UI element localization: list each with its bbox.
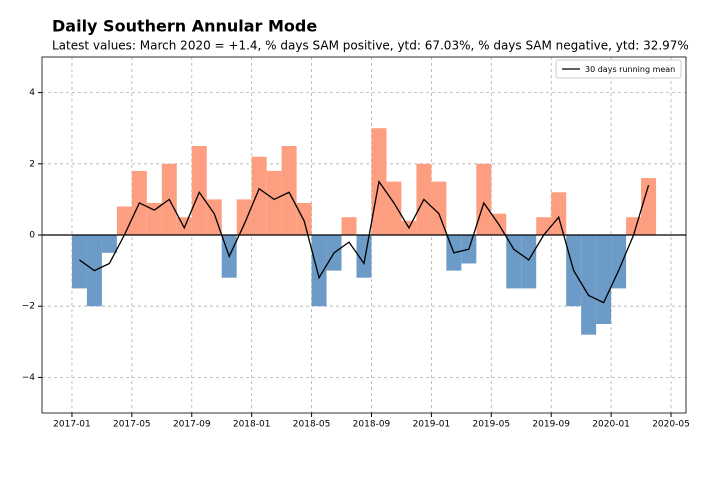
sam-bar — [521, 235, 537, 289]
x-tick-label: 2020-05 — [652, 420, 690, 430]
x-tick-label: 2018-09 — [353, 420, 391, 430]
sam-bar — [191, 146, 207, 235]
x-tick-label: 2019-05 — [472, 420, 510, 430]
y-tick-label: 2 — [29, 159, 35, 169]
sam-bar — [236, 199, 252, 235]
sam-bar — [506, 235, 522, 289]
sam-bar — [176, 217, 192, 235]
sam-bar — [311, 235, 327, 307]
sam-bar — [101, 235, 117, 253]
x-tick-label: 2017-09 — [173, 420, 211, 430]
sam-bar — [476, 163, 492, 235]
sam-bar — [281, 146, 297, 235]
sam-bar — [71, 235, 87, 289]
x-tick-label: 2017-05 — [113, 420, 151, 430]
x-tick-label: 2017-01 — [53, 420, 91, 430]
x-tick-label: 2019-01 — [413, 420, 451, 430]
x-tick-label: 2019-09 — [532, 420, 570, 430]
x-tick-label: 2020-01 — [592, 420, 630, 430]
sam-bar — [596, 235, 612, 324]
sam-bar — [551, 192, 567, 235]
y-tick-label: −2 — [22, 302, 35, 312]
x-tick-label: 2018-05 — [293, 420, 331, 430]
sam-bar — [626, 217, 642, 235]
sam-bar — [611, 235, 627, 289]
y-tick-label: 0 — [29, 231, 35, 241]
chart-title: Daily Southern Annular Mode — [52, 17, 317, 36]
x-tick-label: 2018-01 — [233, 420, 271, 430]
y-tick-label: −4 — [22, 373, 36, 383]
plot-frame — [41, 56, 687, 414]
sam-bar — [266, 170, 282, 235]
sam-bar — [116, 206, 132, 235]
legend-box — [555, 59, 682, 79]
sam-bar — [581, 235, 597, 335]
sam-bar — [251, 156, 267, 235]
sam-bar — [641, 178, 657, 235]
sam-bar — [296, 202, 312, 235]
sam-bar — [146, 202, 162, 235]
sam-bar — [536, 217, 552, 235]
sam-bar — [341, 217, 357, 235]
y-tick-label: 4 — [29, 88, 35, 98]
legend-label: 30 days running mean — [585, 65, 675, 74]
running-mean-line — [79, 179, 650, 304]
sam-bar — [386, 181, 402, 235]
chart-subtitle: Latest values: March 2020 = +1.4, % days… — [52, 39, 689, 53]
